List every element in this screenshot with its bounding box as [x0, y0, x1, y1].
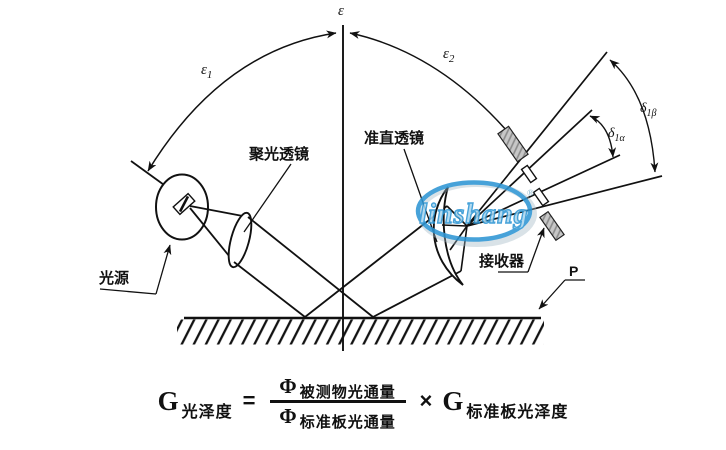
specimen-label: P [569, 263, 578, 279]
watermark-text: linshang [419, 199, 528, 230]
lamp-filament [172, 192, 196, 216]
formula-numerator: Φ 被测物光通量 [277, 373, 397, 401]
source-cone-rays [189, 205, 249, 263]
light-source-label: 光源 [98, 269, 129, 287]
equals-sign: = [242, 388, 256, 413]
aperture-slit [497, 125, 529, 163]
fraction-bar [269, 399, 406, 403]
times-sign: × [419, 388, 433, 413]
delta-1b-label: δ1β [640, 101, 657, 119]
light-source-callout: 光源 [98, 244, 172, 295]
epsilon-axis-label: ε [338, 3, 344, 19]
formula-denominator: Φ 标准板光通量 [277, 403, 397, 431]
epsilon1-arc [147, 30, 337, 172]
condenser-lens-callout: 聚光透镜 [243, 145, 309, 233]
epsilon2-arc [349, 31, 508, 132]
collimating-lens-callout: 准直透镜 [364, 129, 438, 243]
gloss-formula: G 光泽度 = Φ 被测物光通量 Φ 标准板光通量 × G 标准板光泽度 [0, 356, 726, 446]
collimating-lens [432, 186, 464, 286]
incident-rays [233, 216, 374, 318]
collimating-lens-label: 准直透镜 [364, 129, 424, 147]
denominator-subscript: 标准板光通量 [299, 413, 396, 431]
condenser-lens-label: 聚光透镜 [248, 145, 309, 163]
formula-rhs: G 标准板光泽度 [442, 385, 568, 421]
delta-1a-label: δ1α [608, 126, 626, 144]
field-stop-bracket [520, 164, 550, 207]
denominator-symbol: Φ [279, 403, 297, 428]
detector [539, 210, 565, 242]
formula-rhs-subscript: 标准板光泽度 [466, 403, 569, 421]
light-source [130, 160, 209, 241]
delta-1b-arc [609, 59, 659, 173]
numerator-symbol: Φ [279, 373, 297, 398]
epsilon1-label: ε1 [201, 62, 212, 81]
epsilon2-label: ε2 [443, 46, 455, 65]
watermark-registered-mark: ® [527, 188, 534, 198]
formula-lhs: G 光泽度 [157, 385, 233, 421]
specimen-callout: P [538, 263, 585, 310]
specimen-surface [177, 316, 544, 345]
condenser-lens [227, 211, 253, 269]
receiver-label: 接收器 [479, 252, 525, 270]
formula-lhs-subscript: 光泽度 [181, 403, 233, 421]
formula-lhs-symbol: G [157, 385, 179, 416]
surface-hatching [177, 319, 544, 345]
formula-rhs-symbol: G [442, 385, 464, 416]
numerator-subscript: 被测物光通量 [299, 383, 396, 401]
receiver-callout: 接收器 [479, 227, 545, 273]
formula-fraction: Φ 被测物光通量 Φ 标准板光通量 [269, 373, 406, 431]
watermark-logo: linshang ® [415, 180, 537, 247]
